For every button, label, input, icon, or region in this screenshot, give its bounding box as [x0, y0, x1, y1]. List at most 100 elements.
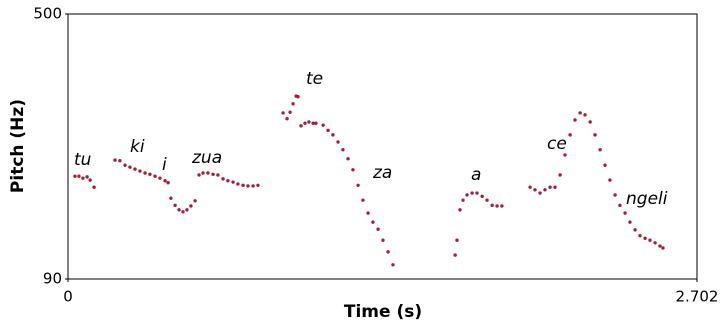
pitch-point — [366, 211, 370, 215]
pitch-point — [336, 140, 340, 144]
pitch-point — [633, 228, 637, 232]
pitch-point — [351, 168, 355, 172]
pitch-point — [123, 163, 127, 167]
pitch-point — [653, 241, 657, 245]
x-tick-label: 2.702 — [676, 288, 719, 306]
pitch-point — [197, 173, 201, 177]
pitch-point — [331, 133, 335, 137]
pitch-point — [241, 183, 245, 187]
pitch-point — [341, 148, 345, 152]
pitch-point — [495, 204, 499, 208]
pitch-point — [376, 227, 380, 231]
pitch-point — [211, 172, 215, 176]
pitch-point — [461, 198, 465, 202]
pitch-point — [138, 169, 142, 173]
annotation: za — [372, 163, 392, 183]
pitch-point — [216, 173, 220, 177]
y-tick-label: 90 — [43, 270, 62, 288]
pitch-point — [88, 178, 92, 182]
pitch-point — [458, 208, 462, 212]
pitch-point — [113, 158, 117, 162]
pitch-point — [548, 185, 552, 189]
pitch-point — [648, 238, 652, 242]
pitch-point — [603, 163, 607, 167]
pitch-point — [77, 174, 81, 178]
pitch-point — [638, 233, 642, 238]
annotation: a — [471, 165, 481, 185]
pitch-point — [185, 208, 189, 212]
annotation: ngeli — [626, 189, 668, 209]
plot-frame — [67, 13, 698, 280]
pitch-point — [118, 159, 122, 163]
pitch-point — [181, 210, 185, 214]
pitch-point — [288, 110, 292, 114]
annotation: zua — [191, 148, 222, 168]
pitch-point — [73, 174, 77, 178]
y-axis-title: Pitch (Hz) — [8, 99, 28, 193]
pitch-point — [598, 148, 602, 152]
pitch-point — [81, 176, 85, 180]
pitch-point — [661, 246, 665, 250]
pitch-point — [453, 253, 457, 257]
pitch-point — [133, 167, 137, 171]
pitch-point — [533, 188, 537, 192]
pitch-point — [583, 113, 587, 117]
pitch-point — [173, 203, 177, 208]
pitch-point — [251, 184, 255, 188]
pitch-point — [303, 121, 307, 125]
pitch-point — [386, 250, 390, 254]
pitch-point — [285, 117, 289, 121]
pitch-point — [490, 203, 494, 208]
pitch-point — [623, 211, 627, 215]
y-tick-label: 500 — [33, 5, 62, 23]
pitch-point — [326, 128, 330, 133]
pitch-point — [643, 236, 647, 240]
pitch-point — [391, 263, 395, 267]
pitch-point — [236, 182, 240, 186]
pitch-point — [291, 102, 295, 106]
pitch-point — [553, 185, 557, 189]
annotation: ce — [547, 134, 567, 154]
pitch-point — [256, 183, 260, 187]
pitch-point — [231, 180, 235, 184]
pitch-point — [169, 196, 173, 200]
pitch-point — [321, 123, 325, 127]
annotation: i — [162, 155, 167, 175]
pitch-point — [226, 179, 230, 183]
pitch-point — [538, 191, 542, 195]
pitch-point — [593, 133, 597, 137]
pitch-point — [563, 153, 567, 157]
pitch-point — [455, 238, 459, 242]
pitch-point — [480, 194, 484, 198]
pitch-point — [307, 120, 311, 124]
pitch-point — [163, 179, 167, 183]
pitch-point — [201, 171, 205, 175]
pitch-point — [92, 185, 96, 189]
pitch-point — [628, 220, 632, 224]
x-tick-label: 0 — [63, 288, 73, 306]
pitch-point — [158, 176, 162, 180]
pitch-point — [311, 121, 315, 125]
pitch-point — [543, 188, 547, 192]
pitch-point — [193, 199, 197, 203]
pitch-point — [613, 193, 617, 197]
annotation: te — [306, 69, 323, 89]
pitch-point — [148, 172, 152, 176]
pitch-point — [528, 185, 532, 189]
pitch-point — [314, 121, 318, 125]
pitch-point — [485, 198, 489, 202]
pitch-point — [475, 191, 479, 195]
pitch-point — [153, 174, 157, 178]
pitch-point — [500, 204, 504, 208]
pitch-point — [573, 118, 577, 122]
pitch-point — [189, 204, 193, 208]
pitch-point — [299, 124, 303, 128]
annotation: ki — [130, 137, 145, 157]
pitch-point — [166, 180, 170, 185]
pitch-point — [206, 171, 210, 175]
pitch-point — [281, 111, 285, 115]
pitch-point — [470, 191, 474, 195]
pitch-point — [296, 95, 300, 99]
pitch-point — [578, 111, 582, 115]
